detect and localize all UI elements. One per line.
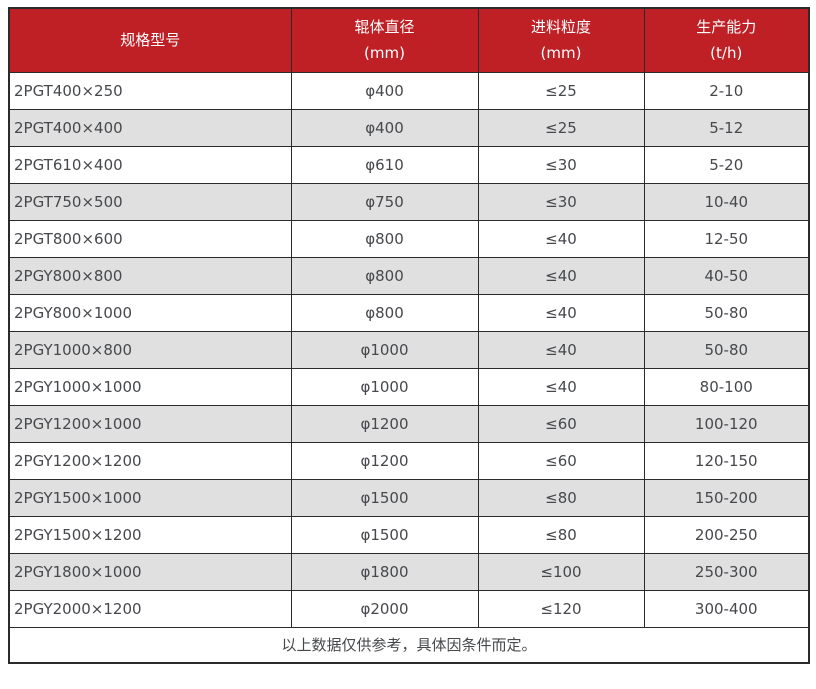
spec-table: 规格型号 辊体直径 (mm) 进料粒度 (mm) 生产能力 (t/h) 2P [8,7,810,664]
header-diameter-title: 辊体直径 [354,18,415,37]
header-cell-feed-size: 进料粒度 (mm) [477,7,645,73]
capacity-cell: 50-80 [643,293,810,332]
header-diameter-unit: (mm) [364,44,405,63]
footer-note: 以上数据仅供参考，具体因条件而定。 [8,626,810,664]
header-cell-diameter: 辊体直径 (mm) [290,7,479,73]
capacity-cell: 100-120 [643,404,810,443]
capacity-cell: 10-40 [643,182,810,221]
header-model-title: 规格型号 [120,31,181,50]
feed-size-cell: ≤100 [477,552,645,591]
diameter-cell: φ800 [290,293,479,332]
model-cell: 2PGY1000×1000 [8,367,292,406]
feed-size-cell: ≤60 [477,404,645,443]
diameter-cell: φ750 [290,182,479,221]
spec-row: 2PGT400×400 φ400 ≤25 5-12 [8,108,810,147]
header-feed-size-unit: (mm) [540,44,582,63]
feed-size-cell: ≤40 [477,219,645,258]
feed-size-cell: ≤25 [477,108,645,147]
model-cell: 2PGT400×250 [8,71,292,110]
table-header: 规格型号 辊体直径 (mm) 进料粒度 (mm) 生产能力 (t/h) [8,7,810,73]
header-cell-model: 规格型号 [8,7,292,73]
capacity-cell: 50-80 [643,330,810,369]
diameter-cell: φ2000 [290,589,479,628]
diameter-cell: φ800 [290,256,479,295]
spec-row: 2PGY1500×1200 φ1500 ≤80 200-250 [8,515,810,554]
model-cell: 2PGT750×500 [8,182,292,221]
footer-row: 以上数据仅供参考，具体因条件而定。 [8,626,810,664]
feed-size-cell: ≤120 [477,589,645,628]
diameter-cell: φ1000 [290,330,479,369]
feed-size-cell: ≤30 [477,182,645,221]
spec-row: 2PGY1000×800 φ1000 ≤40 50-80 [8,330,810,369]
diameter-cell: φ1200 [290,404,479,443]
capacity-cell: 250-300 [643,552,810,591]
diameter-cell: φ1000 [290,367,479,406]
capacity-cell: 200-250 [643,515,810,554]
feed-size-cell: ≤25 [477,71,645,110]
feed-size-cell: ≤40 [477,256,645,295]
model-cell: 2PGT800×600 [8,219,292,258]
diameter-cell: φ400 [290,108,479,147]
model-cell: 2PGY1800×1000 [8,552,292,591]
model-cell: 2PGY800×1000 [8,293,292,332]
spec-row: 2PGY1200×1000 φ1200 ≤60 100-120 [8,404,810,443]
model-cell: 2PGY2000×1200 [8,589,292,628]
spec-row: 2PGY800×800 φ800 ≤40 40-50 [8,256,810,295]
header-capacity-title: 生产能力 [696,18,757,37]
capacity-cell: 2-10 [643,71,810,110]
spec-row: 2PGY1800×1000 φ1800 ≤100 250-300 [8,552,810,591]
feed-size-cell: ≤80 [477,515,645,554]
diameter-cell: φ1500 [290,515,479,554]
diameter-cell: φ800 [290,219,479,258]
spec-row: 2PGY800×1000 φ800 ≤40 50-80 [8,293,810,332]
spec-row: 2PGY2000×1200 φ2000 ≤120 300-400 [8,589,810,628]
feed-size-cell: ≤80 [477,478,645,517]
diameter-cell: φ1800 [290,552,479,591]
model-cell: 2PGT400×400 [8,108,292,147]
feed-size-cell: ≤30 [477,145,645,184]
model-cell: 2PGY1500×1000 [8,478,292,517]
header-row: 规格型号 辊体直径 (mm) 进料粒度 (mm) 生产能力 (t/h) [8,7,810,73]
spec-row: 2PGY1000×1000 φ1000 ≤40 80-100 [8,367,810,406]
spec-row: 2PGT610×400 φ610 ≤30 5-20 [8,145,810,184]
diameter-cell: φ610 [290,145,479,184]
header-capacity-unit: (t/h) [710,44,743,63]
table-body: 2PGT400×250 φ400 ≤25 2-10 2PGT400×400 φ400 ≤25… [8,71,810,628]
capacity-cell: 12-50 [643,219,810,258]
feed-size-cell: ≤40 [477,293,645,332]
diameter-cell: φ1200 [290,441,479,480]
model-cell: 2PGY1500×1200 [8,515,292,554]
diameter-cell: φ400 [290,71,479,110]
diameter-cell: φ1500 [290,478,479,517]
capacity-cell: 300-400 [643,589,810,628]
header-feed-size-title: 进料粒度 [530,18,591,37]
capacity-cell: 40-50 [643,256,810,295]
feed-size-cell: ≤40 [477,367,645,406]
capacity-cell: 5-20 [643,145,810,184]
spec-row: 2PGY1500×1000 φ1500 ≤80 150-200 [8,478,810,517]
model-cell: 2PGY1000×800 [8,330,292,369]
feed-size-cell: ≤40 [477,330,645,369]
capacity-cell: 150-200 [643,478,810,517]
header-cell-capacity: 生产能力 (t/h) [643,7,810,73]
capacity-cell: 120-150 [643,441,810,480]
spec-row: 2PGY1200×1200 φ1200 ≤60 120-150 [8,441,810,480]
table-footer: 以上数据仅供参考，具体因条件而定。 [8,626,810,664]
spec-row: 2PGT800×600 φ800 ≤40 12-50 [8,219,810,258]
feed-size-cell: ≤60 [477,441,645,480]
model-cell: 2PGY1200×1000 [8,404,292,443]
model-cell: 2PGY800×800 [8,256,292,295]
capacity-cell: 80-100 [643,367,810,406]
model-cell: 2PGT610×400 [8,145,292,184]
spec-row: 2PGT750×500 φ750 ≤30 10-40 [8,182,810,221]
capacity-cell: 5-12 [643,108,810,147]
model-cell: 2PGY1200×1200 [8,441,292,480]
spec-row: 2PGT400×250 φ400 ≤25 2-10 [8,71,810,110]
